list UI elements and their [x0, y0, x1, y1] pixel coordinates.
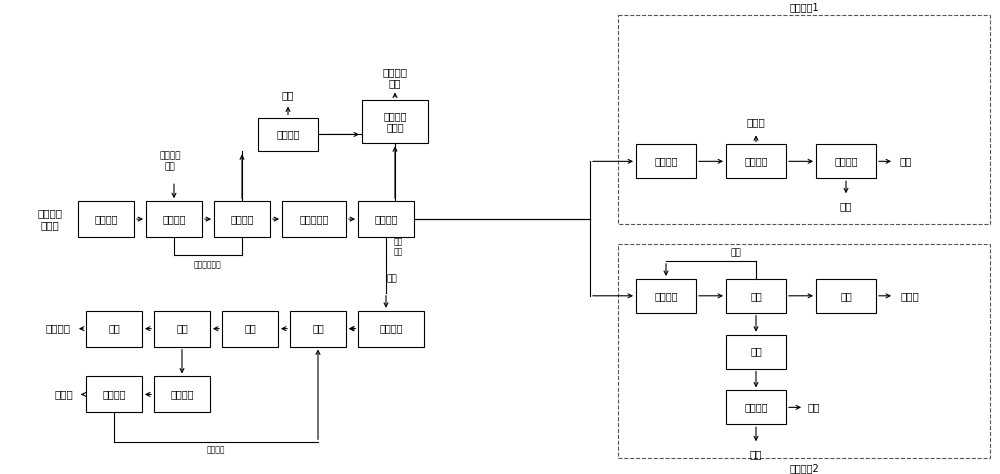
- Text: 铜铝分选: 铜铝分选: [834, 156, 858, 166]
- Text: 隔膜清洗: 隔膜清洗: [276, 129, 300, 139]
- Bar: [86, 376, 142, 412]
- Bar: [726, 391, 786, 424]
- Bar: [258, 118, 318, 151]
- Bar: [358, 201, 414, 237]
- Bar: [222, 311, 278, 346]
- Bar: [78, 201, 134, 237]
- Text: 铜铝分选: 铜铝分选: [744, 402, 768, 412]
- Text: 低温挥发: 低温挥发: [230, 214, 254, 224]
- Text: 干法剥离: 干法剥离: [654, 156, 678, 166]
- Text: 脱氟沉降: 脱氟沉降: [102, 390, 126, 400]
- Bar: [726, 145, 786, 178]
- Text: 高温焚烧: 高温焚烧: [379, 324, 403, 334]
- Bar: [816, 279, 876, 313]
- Bar: [636, 145, 696, 178]
- Bar: [282, 201, 346, 237]
- Text: 柱头及外
壳等: 柱头及外 壳等: [382, 67, 408, 89]
- Text: 湿法剥离: 湿法剥离: [654, 291, 678, 301]
- Bar: [816, 145, 876, 178]
- Bar: [636, 279, 696, 313]
- Text: 剥离工艺2: 剥离工艺2: [789, 463, 819, 473]
- Text: 柱头及外
壳清洗: 柱头及外 壳清洗: [383, 111, 407, 132]
- Bar: [290, 311, 346, 346]
- Bar: [86, 311, 142, 346]
- Text: 气流分级: 气流分级: [744, 156, 768, 166]
- Text: 高温热解: 高温热解: [374, 214, 398, 224]
- Bar: [726, 335, 786, 368]
- Text: 含氟废水: 含氟废水: [170, 390, 194, 400]
- Text: 滤液: 滤液: [731, 248, 741, 257]
- Bar: [726, 279, 786, 313]
- Text: 烘干: 烘干: [750, 346, 762, 356]
- Text: 剥离工艺1: 剥离工艺1: [789, 2, 819, 12]
- Text: 氟化钙: 氟化钙: [55, 390, 73, 400]
- Bar: [362, 100, 428, 144]
- Bar: [358, 311, 424, 346]
- Text: 铝箔: 铝箔: [840, 201, 852, 211]
- Text: 自动上料: 自动上料: [94, 214, 118, 224]
- Text: 废气: 废气: [387, 274, 397, 283]
- Bar: [146, 201, 202, 237]
- Text: 挥发的电解液: 挥发的电解液: [194, 260, 222, 269]
- Text: 脱氟废水: 脱氟废水: [207, 446, 225, 455]
- Text: 热解
废气: 热解 废气: [393, 237, 403, 257]
- Text: 铜箔: 铜箔: [900, 156, 912, 166]
- Text: 除尘: 除尘: [244, 324, 256, 334]
- Text: 筛分: 筛分: [750, 291, 762, 301]
- Text: 隔膜: 隔膜: [282, 91, 294, 100]
- Text: 带电破碎: 带电破碎: [162, 214, 186, 224]
- Text: 碱洗: 碱洗: [108, 324, 120, 334]
- Text: 惰性保护
气体: 惰性保护 气体: [159, 152, 181, 171]
- Bar: [618, 244, 990, 458]
- Text: 水洗: 水洗: [176, 324, 188, 334]
- Text: 干极粉: 干极粉: [747, 118, 765, 128]
- Bar: [154, 311, 210, 346]
- Text: 达标排放: 达标排放: [46, 324, 70, 334]
- Text: 湿极粉: 湿极粉: [901, 291, 919, 301]
- Bar: [214, 201, 270, 237]
- Text: 铝箔: 铝箔: [808, 402, 820, 412]
- Text: 急冷: 急冷: [312, 324, 324, 334]
- Text: 多组分分选: 多组分分选: [299, 214, 329, 224]
- Text: 废旧锂离
子电池: 废旧锂离 子电池: [38, 208, 62, 230]
- Text: 铜箔: 铜箔: [750, 449, 762, 459]
- Bar: [154, 376, 210, 412]
- Text: 压滤: 压滤: [840, 291, 852, 301]
- Bar: [618, 15, 990, 224]
